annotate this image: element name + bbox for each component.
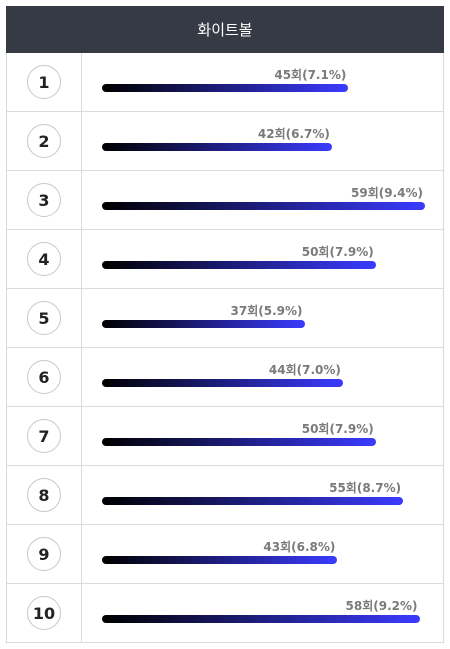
bar-label: 45회(7.1%) [274, 68, 347, 82]
ball-cell: 1 [7, 53, 82, 111]
table-row: 7 50회(7.9%) [7, 407, 443, 466]
ball-number: 8 [27, 478, 61, 512]
table-row: 3 59회(9.4%) [7, 171, 443, 230]
chart-header: 화이트볼 [6, 6, 444, 53]
frequency-bar [102, 556, 338, 564]
ball-cell: 10 [7, 584, 82, 642]
frequency-bar [102, 261, 376, 269]
bar-label: 55회(8.7%) [329, 481, 402, 495]
bar-track [102, 379, 425, 387]
bar-track [102, 202, 425, 210]
table-row: 9 43회(6.8%) [7, 525, 443, 584]
bar-label: 37회(5.9%) [230, 304, 303, 318]
bar-cell: 58회(9.2%) [82, 584, 443, 642]
table-row: 6 44회(7.0%) [7, 348, 443, 407]
bar-cell: 59회(9.4%) [82, 171, 443, 229]
ball-cell: 7 [7, 407, 82, 465]
bar-track [102, 320, 425, 328]
ball-number: 5 [27, 301, 61, 335]
ball-cell: 6 [7, 348, 82, 406]
bar-cell: 50회(7.9%) [82, 407, 443, 465]
bar-cell: 42회(6.7%) [82, 112, 443, 170]
ball-cell: 5 [7, 289, 82, 347]
bar-track [102, 615, 425, 623]
chart-title: 화이트볼 [197, 21, 253, 39]
bar-label: 43회(6.8%) [263, 540, 336, 554]
ball-cell: 9 [7, 525, 82, 583]
bar-cell: 45회(7.1%) [82, 53, 443, 111]
table-row: 4 50회(7.9%) [7, 230, 443, 289]
table-row: 10 58회(9.2%) [7, 584, 443, 643]
bar-cell: 55회(8.7%) [82, 466, 443, 524]
bar-label: 44회(7.0%) [268, 363, 341, 377]
frequency-bar [102, 320, 305, 328]
table-row: 5 37회(5.9%) [7, 289, 443, 348]
bar-cell: 43회(6.8%) [82, 525, 443, 583]
ball-number: 2 [27, 124, 61, 158]
bar-track [102, 438, 425, 446]
frequency-bar [102, 143, 332, 151]
table-row: 1 45회(7.1%) [7, 53, 443, 112]
bar-cell: 44회(7.0%) [82, 348, 443, 406]
bar-track [102, 261, 425, 269]
ball-number: 4 [27, 242, 61, 276]
ball-number: 7 [27, 419, 61, 453]
table-row: 8 55회(8.7%) [7, 466, 443, 525]
bar-label: 50회(7.9%) [301, 422, 374, 436]
bar-label: 50회(7.9%) [301, 245, 374, 259]
table-row: 2 42회(6.7%) [7, 112, 443, 171]
ball-number: 3 [27, 183, 61, 217]
bar-track [102, 143, 425, 151]
bar-label: 59회(9.4%) [351, 186, 423, 200]
bar-label: 42회(6.7%) [257, 127, 330, 141]
bar-cell: 37회(5.9%) [82, 289, 443, 347]
bar-track [102, 84, 425, 92]
frequency-bar [102, 438, 376, 446]
frequency-table: 1 45회(7.1%) 2 42회(6.7%) 3 59회(9.4%) 4 50회(7.9%)… [6, 53, 444, 643]
bar-track [102, 497, 425, 505]
bar-track [102, 556, 425, 564]
ball-number: 9 [27, 537, 61, 571]
ball-cell: 4 [7, 230, 82, 288]
bar-label: 58회(9.2%) [345, 599, 418, 613]
ball-cell: 2 [7, 112, 82, 170]
bar-cell: 50회(7.9%) [82, 230, 443, 288]
frequency-bar [102, 497, 404, 505]
ball-cell: 3 [7, 171, 82, 229]
frequency-bar [102, 202, 425, 210]
ball-cell: 8 [7, 466, 82, 524]
chart-panel: 화이트볼 1 45회(7.1%) 2 42회(6.7%) 3 59회(9.4%) 4 50회(… [6, 6, 444, 643]
frequency-bar [102, 84, 349, 92]
ball-number: 1 [27, 65, 61, 99]
frequency-bar [102, 615, 420, 623]
ball-number: 10 [27, 596, 61, 630]
ball-number: 6 [27, 360, 61, 394]
frequency-bar [102, 379, 343, 387]
